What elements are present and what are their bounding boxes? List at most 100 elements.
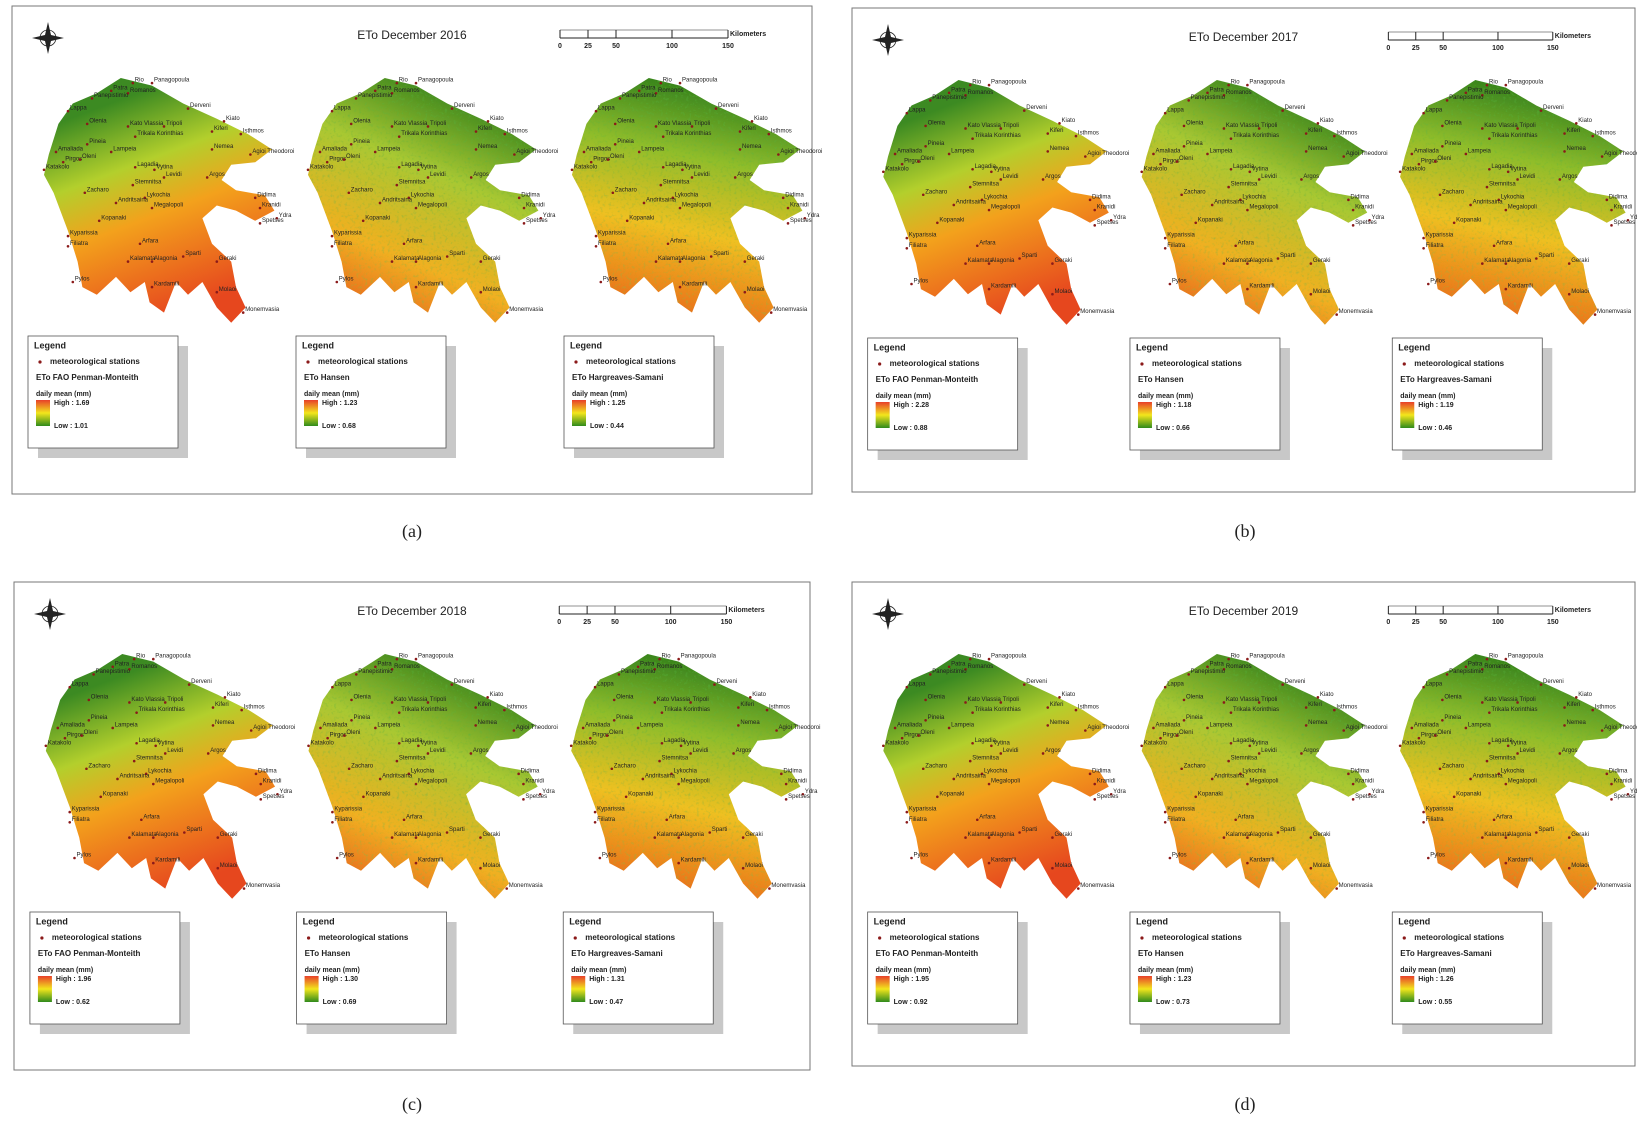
station-dot xyxy=(319,151,322,154)
station-dot xyxy=(710,255,713,258)
station-dot xyxy=(1230,168,1233,171)
station-label: Rio xyxy=(136,654,146,660)
legend-high: High : 1.25 xyxy=(590,400,626,407)
station-dot xyxy=(1089,773,1092,776)
station-dot xyxy=(599,857,602,860)
station-label: Lampeia xyxy=(1209,149,1233,155)
station-dot xyxy=(331,235,334,238)
station-dot xyxy=(1300,752,1303,755)
station-label: Rio xyxy=(1489,654,1499,660)
station-dot xyxy=(1505,658,1508,661)
station-label: Pineia xyxy=(1444,141,1461,147)
station-label: Arfara xyxy=(1496,814,1513,820)
station-dot xyxy=(1439,193,1442,196)
station-dot xyxy=(374,665,377,668)
station-label: Vytina xyxy=(420,164,437,170)
station-dot xyxy=(1234,818,1237,821)
station-label: Zacharo xyxy=(925,763,948,769)
station-label: Panagopoula xyxy=(155,654,191,660)
station-dot xyxy=(787,207,790,210)
station-dot xyxy=(1441,145,1444,148)
station-label: Kiferi xyxy=(214,126,228,132)
station-label: Argos xyxy=(473,748,489,754)
station-dot xyxy=(1422,686,1425,689)
station-dot xyxy=(362,796,365,799)
station-dot xyxy=(326,161,329,164)
station-dot xyxy=(1505,288,1508,291)
legend-dot xyxy=(1140,936,1143,939)
station-label: Vytina xyxy=(156,164,173,170)
station-label: Oleni xyxy=(1437,730,1451,736)
station-dot xyxy=(1352,783,1355,786)
legend-heading: Legend xyxy=(34,340,66,350)
station-dot xyxy=(595,235,598,238)
station-dot xyxy=(1023,109,1026,112)
station-label: Agioi Theodoroi xyxy=(253,725,295,731)
station-dot xyxy=(1606,773,1609,776)
station-label: Kato Vlassia xyxy=(131,697,165,703)
station-dot xyxy=(151,260,154,263)
station-label: Panepistimio xyxy=(621,669,656,675)
station-dot xyxy=(1568,293,1571,296)
scale-label: 0 xyxy=(557,619,561,626)
station-label: Kiferi xyxy=(1308,128,1322,134)
station-dot xyxy=(737,724,740,727)
station-dot xyxy=(154,745,157,748)
legend-low: Low : 0.88 xyxy=(894,425,928,432)
station-dot xyxy=(331,245,334,248)
station-label: Lampeia xyxy=(951,149,975,155)
station-label: Stemnitsa xyxy=(1231,182,1258,188)
station-dot xyxy=(1089,199,1092,202)
station-label: Zacharo xyxy=(615,187,638,193)
station-label: Olenia xyxy=(1444,694,1462,700)
station-dot xyxy=(1310,262,1313,265)
legend-ramp xyxy=(36,400,50,426)
station-label: Arfara xyxy=(143,814,160,820)
legend-measure: daily mean (mm) xyxy=(305,967,360,974)
station-dot xyxy=(708,831,711,834)
station-label: Vytina xyxy=(1510,740,1527,746)
legend-low: Low : 0.47 xyxy=(589,999,623,1006)
station-dot xyxy=(470,752,473,755)
station-dot xyxy=(343,158,346,161)
station-label: Molaoi xyxy=(482,863,500,869)
station-label: Lykochia xyxy=(984,768,1008,774)
station-dot xyxy=(55,151,58,154)
station-dot xyxy=(480,291,483,294)
station-label: Kardamili xyxy=(418,282,443,288)
station-dot xyxy=(446,831,449,834)
station-dot xyxy=(653,836,656,839)
station-label: Katakolo xyxy=(1402,740,1426,746)
station-dot xyxy=(777,153,780,156)
station-dot xyxy=(398,166,401,169)
station-label: Kopanaki xyxy=(103,791,128,797)
station-dot xyxy=(619,97,622,100)
legend-stations: meteorological stations xyxy=(586,357,676,366)
station-dot xyxy=(1246,209,1249,212)
station-dot xyxy=(744,260,747,263)
station-label: Nemea xyxy=(1050,146,1070,152)
station-label: Andritsaina xyxy=(956,200,987,206)
station-dot xyxy=(662,166,665,169)
station-label: Kiato xyxy=(1061,118,1075,124)
station-label: Andritsaina xyxy=(382,774,413,780)
station-label: Panagopoula xyxy=(682,78,718,84)
station-dot xyxy=(1164,237,1167,240)
station-label: Megalopoli xyxy=(991,779,1020,785)
station-label: Kopanaki xyxy=(1198,217,1223,223)
station-label: Derveni xyxy=(190,103,211,109)
station-label: Alagonia xyxy=(1508,258,1532,264)
station-dot xyxy=(396,82,399,85)
station-label: Rio xyxy=(972,80,982,86)
station-dot xyxy=(1046,724,1049,727)
station-label: Monemvasia xyxy=(1339,309,1374,315)
legend: Legendmeteorological stationsETo Hargrea… xyxy=(1392,338,1552,460)
station-dot xyxy=(1601,155,1604,158)
station-dot xyxy=(1051,867,1054,870)
station-label: Patra xyxy=(1468,87,1483,93)
station-label: Kiferi xyxy=(215,702,229,708)
panel-title: ETo December 2018 xyxy=(357,604,467,618)
legend-method: ETo FAO Penman-Monteith xyxy=(36,373,139,382)
station-dot xyxy=(1277,257,1280,260)
station-label: Romanos xyxy=(658,88,684,94)
